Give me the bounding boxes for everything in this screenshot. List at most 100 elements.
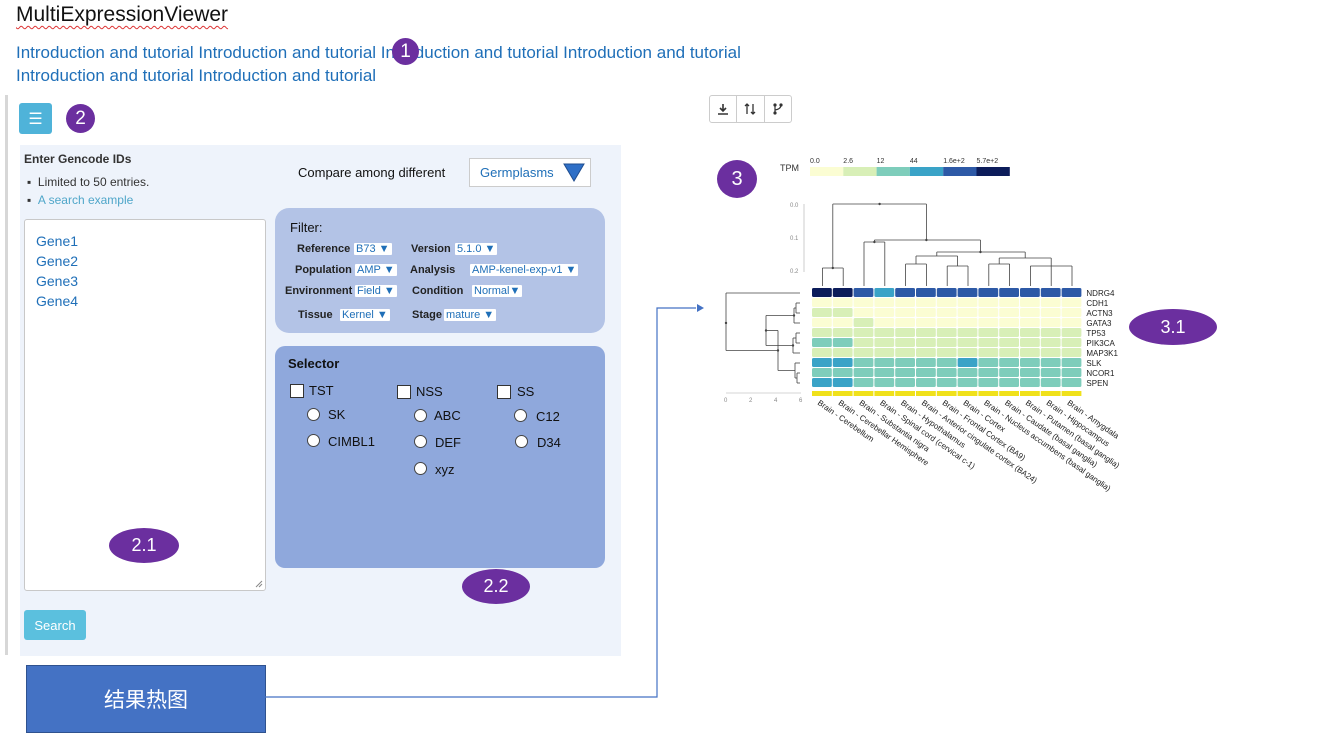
heatmap-cell	[916, 378, 936, 387]
heatmap-cell	[957, 338, 978, 347]
environment-select[interactable]: Field ▼	[355, 285, 397, 297]
tissue-select[interactable]: Kernel ▼	[340, 309, 390, 321]
legend-swatch	[943, 167, 977, 176]
analysis-select[interactable]: AMP-kenel-exp-v1 ▼	[470, 264, 579, 276]
row-dendrogram-tick: 4	[774, 398, 778, 404]
heatmap-cell	[895, 298, 915, 307]
heatmap-cell	[999, 378, 1019, 387]
callout-2-1: 2.1	[109, 528, 179, 563]
hamburger-icon: ☰	[28, 110, 43, 128]
def-radio[interactable]	[414, 435, 427, 448]
column-dendrogram-node	[873, 240, 876, 244]
sk-radio[interactable]	[307, 408, 320, 421]
abc-radio[interactable]	[414, 409, 427, 422]
option-label-c12: C12	[536, 409, 560, 424]
menu-toggle-button[interactable]: ☰	[19, 103, 52, 134]
heatmap-cell	[957, 288, 978, 297]
option-label-def: DEF	[435, 435, 461, 450]
cimbl1-radio[interactable]	[307, 434, 320, 447]
intro-link-line1[interactable]: Introduction and tutorial Introduction a…	[16, 43, 741, 62]
gene-entry: Gene4	[36, 293, 79, 309]
heatmap-cell	[1020, 328, 1040, 337]
gene-id-textarea[interactable]: Gene1 Gene2 Gene3 Gene4	[24, 219, 266, 591]
sidebar-edge	[5, 95, 8, 655]
heatmap-cell	[999, 318, 1019, 327]
row-label: ACTN3	[1086, 309, 1113, 318]
heatmap-cell	[895, 318, 915, 327]
column-annotation-cell	[895, 391, 915, 396]
search-example-link[interactable]: A search example	[37, 193, 134, 207]
population-select[interactable]: AMP ▼	[355, 264, 397, 276]
row-dendrogram-node	[724, 321, 728, 325]
heatmap-cell	[832, 378, 853, 387]
column-annotation-cell	[1040, 391, 1061, 396]
column-dendrogram-tick: 0.0	[790, 203, 799, 209]
legend-swatch	[843, 167, 877, 176]
heatmap-cell	[1040, 328, 1061, 337]
heatmap-cell	[916, 338, 936, 347]
row-dendrogram-node	[791, 344, 795, 347]
heatmap-cell	[936, 348, 957, 357]
column-annotation-cell	[916, 391, 936, 396]
heatmap-cell	[1020, 358, 1040, 367]
heatmap-cell	[936, 368, 957, 377]
heatmap-cell	[957, 368, 978, 377]
filter-label-environment: Environment	[285, 285, 353, 297]
heatmap-cell	[1061, 338, 1082, 347]
legend-swatch	[976, 167, 1010, 176]
legend-swatch	[810, 167, 844, 176]
heatmap-cell	[916, 368, 936, 377]
heatmap-cell	[1020, 368, 1040, 377]
legend-tick: 12	[877, 158, 885, 165]
heatmap-cell	[936, 308, 957, 317]
row-label: CDH1	[1086, 299, 1108, 308]
heatmap-cell	[874, 298, 895, 307]
heatmap-cell	[1020, 348, 1040, 357]
condition-select[interactable]: Normal▼	[472, 285, 523, 297]
sort-icon[interactable]	[737, 96, 765, 122]
xyz-radio[interactable]	[414, 462, 427, 475]
legend-tick: 5.7e+2	[977, 158, 999, 165]
heatmap-cell	[1061, 348, 1082, 357]
heatmap-cell	[1061, 358, 1082, 367]
heatmap-cell	[1061, 308, 1082, 317]
row-label: SLK	[1086, 359, 1102, 368]
column-dendrogram-tick: 0.1	[790, 236, 799, 242]
heatmap-cell	[853, 378, 874, 387]
resize-handle-icon[interactable]	[255, 580, 263, 588]
search-button[interactable]: Search	[24, 610, 86, 640]
reference-select[interactable]: B73 ▼	[354, 243, 392, 255]
selector-panel	[275, 346, 605, 568]
heatmap-cell	[1061, 378, 1082, 387]
nss-checkbox[interactable]	[397, 385, 411, 399]
c12-radio[interactable]	[514, 409, 527, 422]
callout-3: 3	[717, 160, 757, 198]
example-item: ▪ A search example	[27, 193, 134, 207]
tree-icon[interactable]	[765, 96, 791, 122]
heatmap-cell	[874, 348, 895, 357]
heatmap-cell	[1061, 288, 1082, 297]
version-select[interactable]: 5.1.0 ▼	[455, 243, 498, 255]
tst-checkbox[interactable]	[290, 384, 304, 398]
heatmap-cell	[1020, 298, 1040, 307]
d34-radio[interactable]	[515, 435, 528, 448]
stage-select[interactable]: mature ▼	[444, 309, 497, 321]
heatmap-cell	[916, 358, 936, 367]
ss-checkbox[interactable]	[497, 385, 511, 399]
heatmap-cell	[832, 358, 853, 367]
row-label: MAP3K1	[1086, 349, 1118, 358]
legend-tick: 1.6e+2	[943, 158, 965, 165]
heatmap-cell	[812, 298, 832, 307]
heatmap-cell	[1061, 368, 1082, 377]
heatmap-cell	[916, 288, 936, 297]
heatmap-cell	[895, 348, 915, 357]
compare-select-value: Germplasms	[480, 165, 554, 180]
heatmap-cell	[812, 378, 832, 387]
heatmap-cell	[978, 348, 999, 357]
intro-link-line2[interactable]: Introduction and tutorial Introduction a…	[16, 66, 377, 85]
compare-select[interactable]: Germplasms	[469, 158, 591, 187]
row-dendrogram-node	[776, 349, 780, 352]
heatmap-cell	[853, 288, 874, 297]
download-icon[interactable]	[710, 96, 738, 122]
column-annotation-cell	[978, 391, 999, 396]
